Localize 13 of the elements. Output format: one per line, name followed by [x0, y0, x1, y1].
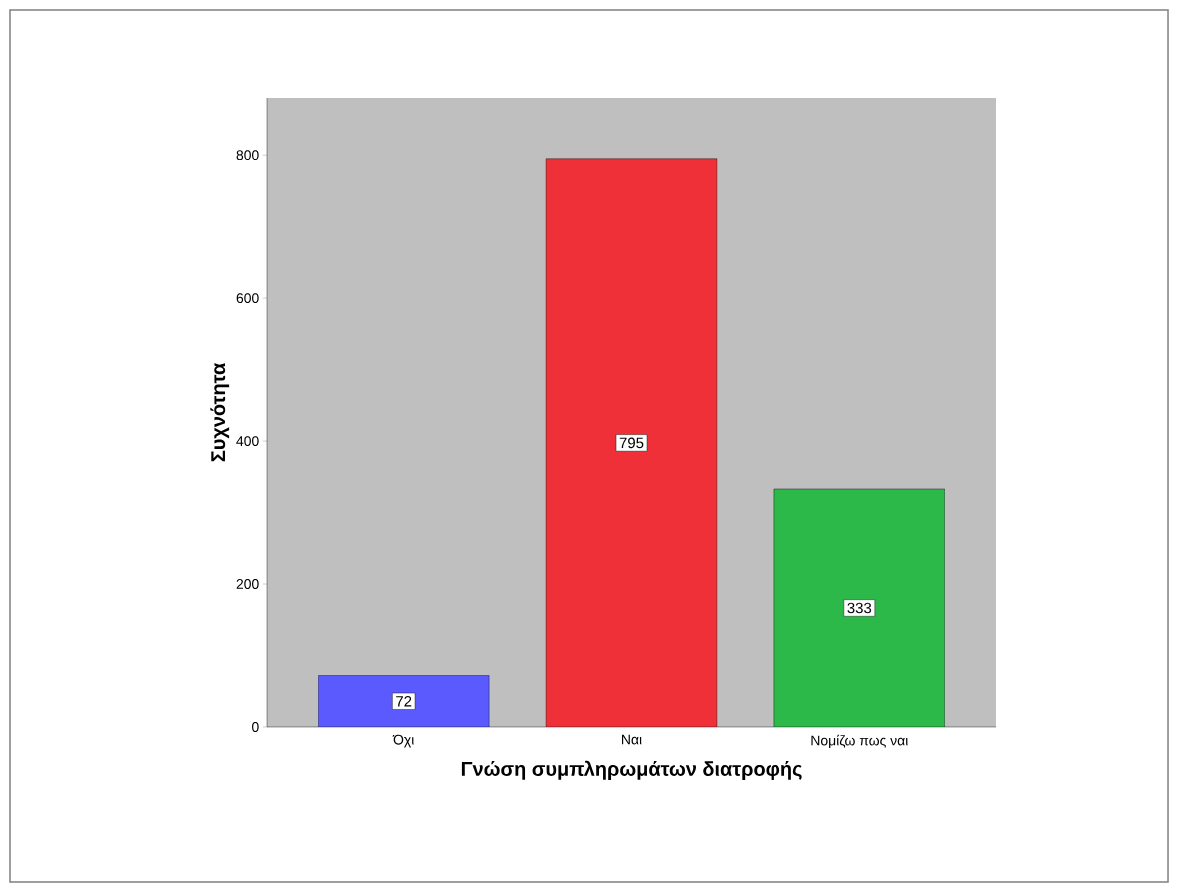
y-tick-label: 800	[236, 150, 259, 161]
y-tick-label: 400	[236, 436, 259, 447]
data-label: 795	[619, 437, 644, 449]
y-axis-title: Συχνότητα	[210, 363, 230, 462]
data-label: 333	[847, 602, 872, 614]
y-tick-label: 200	[236, 579, 259, 589]
y-tick-label: 0	[252, 722, 259, 732]
x-axis-title: Γνώση συμπληρωμάτων διατροφής	[461, 760, 802, 780]
data-label: 72	[396, 696, 412, 707]
x-tick-label: Ναι	[622, 734, 642, 745]
y-tick-label: 600	[236, 293, 259, 304]
x-tick-label: Όχι	[392, 734, 414, 748]
x-tick-label: Νομίζω πως ναι	[811, 734, 908, 748]
